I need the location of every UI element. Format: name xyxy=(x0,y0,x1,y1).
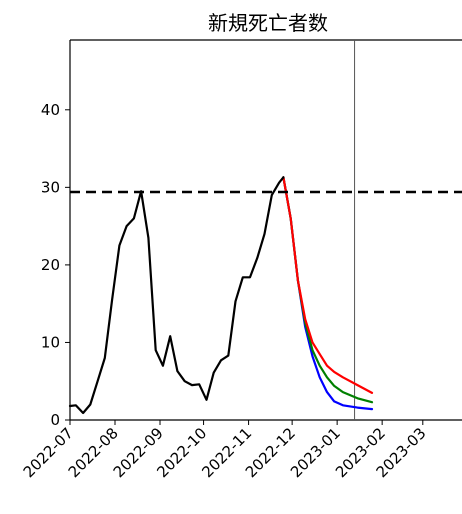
series-line xyxy=(68,176,285,415)
y-tick-label: 40 xyxy=(41,101,60,119)
y-tick-label: 10 xyxy=(41,333,60,351)
plot-area xyxy=(68,40,462,420)
chart-title: 新規死亡者数 xyxy=(208,11,328,35)
y-tick-label: 30 xyxy=(41,178,60,196)
y-tick-label: 20 xyxy=(41,256,60,274)
axes: 0102030402022-072022-082022-092022-10202… xyxy=(20,39,462,481)
y-tick-label: 0 xyxy=(50,411,60,429)
series-line xyxy=(282,176,374,394)
series-line xyxy=(282,176,374,411)
series-line xyxy=(282,176,374,404)
